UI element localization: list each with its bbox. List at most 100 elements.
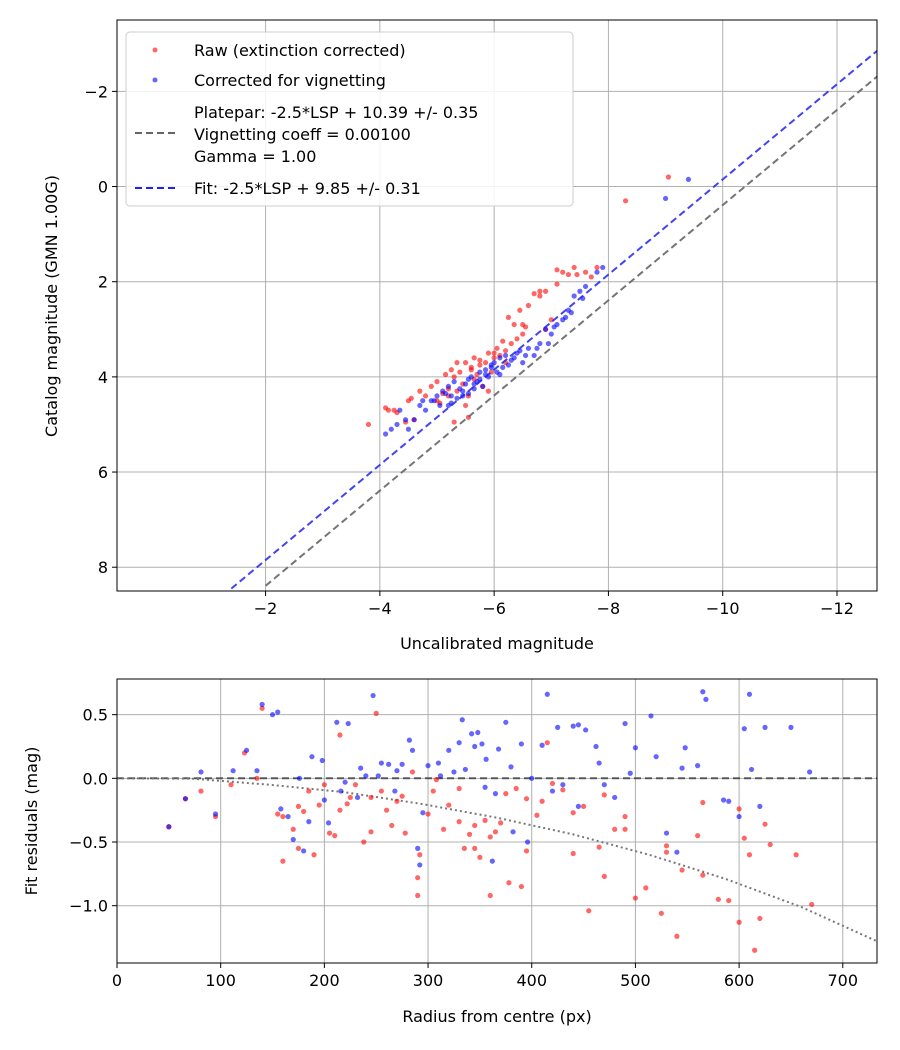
raw-point bbox=[485, 388, 492, 394]
raw-point bbox=[531, 291, 537, 297]
raw-point bbox=[485, 350, 492, 356]
raw-point bbox=[520, 331, 526, 337]
corrected-point bbox=[622, 720, 628, 727]
raw-point bbox=[417, 388, 423, 394]
corrected-point bbox=[648, 713, 654, 719]
raw-point bbox=[487, 892, 493, 899]
corrected-point bbox=[321, 797, 327, 803]
corrected-point bbox=[500, 364, 506, 370]
raw-point bbox=[402, 830, 408, 836]
corrected-point bbox=[446, 747, 452, 753]
corrected-point bbox=[483, 756, 489, 762]
raw-point bbox=[674, 933, 680, 939]
corrected-point bbox=[551, 324, 557, 330]
corrected-point bbox=[510, 829, 516, 835]
y-tick-label: 4 bbox=[98, 368, 108, 387]
y-tick-label: −0.5 bbox=[69, 833, 108, 852]
raw-point bbox=[542, 288, 549, 294]
corrected-point bbox=[518, 741, 524, 747]
raw-point bbox=[448, 367, 454, 373]
corrected-point bbox=[375, 773, 381, 779]
raw-point bbox=[462, 402, 469, 409]
corrected-point bbox=[492, 791, 499, 797]
raw-point bbox=[456, 819, 462, 825]
legend-label-corrected: Corrected for vignetting bbox=[194, 71, 386, 90]
raw-point bbox=[275, 811, 281, 817]
raw-point bbox=[385, 407, 392, 413]
corrected-point bbox=[700, 689, 706, 695]
legend-marker-corrected bbox=[152, 77, 158, 83]
corrected-point bbox=[674, 849, 680, 855]
corrected-point bbox=[244, 747, 250, 753]
corrected-point bbox=[437, 773, 444, 779]
corrected-point bbox=[392, 788, 398, 794]
raw-point bbox=[517, 307, 523, 313]
corrected-point bbox=[570, 723, 576, 729]
corrected-point bbox=[422, 407, 429, 413]
raw-point bbox=[472, 845, 478, 851]
corrected-point bbox=[562, 314, 569, 320]
corrected-point bbox=[275, 709, 281, 715]
raw-point bbox=[513, 785, 519, 792]
corrected-point bbox=[448, 393, 454, 399]
corrected-point bbox=[166, 824, 172, 830]
corrected-point bbox=[741, 726, 747, 732]
corrected-point bbox=[757, 803, 763, 809]
raw-point bbox=[695, 833, 701, 839]
raw-point bbox=[588, 274, 594, 280]
corrected-point bbox=[254, 768, 260, 774]
corrected-point bbox=[285, 813, 291, 820]
corrected-point bbox=[488, 364, 494, 370]
legend-label-gamma: Gamma = 1.00 bbox=[194, 147, 316, 166]
raw-point bbox=[565, 271, 572, 278]
raw-point bbox=[477, 854, 483, 860]
platepar-line bbox=[264, 75, 877, 587]
bottom-x-axis-label: Radius from centre (px) bbox=[402, 1007, 591, 1026]
raw-point bbox=[586, 908, 592, 914]
x-tick-label: −8 bbox=[597, 599, 621, 618]
corrected-point bbox=[632, 745, 639, 751]
top-x-axis-label: Uncalibrated magnitude bbox=[400, 634, 594, 653]
corrected-point bbox=[502, 352, 509, 359]
corrected-point bbox=[491, 360, 497, 366]
corrected-point bbox=[662, 195, 669, 202]
x-tick-label: −4 bbox=[368, 599, 392, 618]
corrected-point bbox=[409, 747, 416, 753]
raw-point bbox=[492, 829, 499, 835]
raw-point bbox=[383, 807, 390, 813]
top-fit-lines bbox=[230, 50, 877, 590]
corrected-point bbox=[451, 769, 457, 775]
bottom-scatter-points bbox=[166, 689, 815, 953]
raw-point bbox=[508, 340, 514, 347]
corrected-point bbox=[445, 402, 452, 409]
corrected-point bbox=[465, 376, 472, 382]
corrected-point bbox=[746, 691, 753, 697]
corrected-point bbox=[583, 727, 589, 733]
corrected-point bbox=[442, 390, 449, 397]
raw-point bbox=[389, 822, 395, 829]
corrected-point bbox=[627, 770, 633, 776]
corrected-point bbox=[539, 742, 545, 748]
raw-point bbox=[468, 367, 474, 373]
raw-point bbox=[549, 780, 556, 787]
raw-point bbox=[441, 826, 447, 832]
corrected-point bbox=[497, 355, 503, 361]
corrected-point bbox=[212, 811, 219, 817]
y-tick-label: 8 bbox=[98, 558, 108, 577]
raw-point bbox=[622, 826, 628, 832]
corrected-point bbox=[309, 754, 315, 760]
raw-point bbox=[663, 849, 670, 855]
raw-point bbox=[368, 794, 374, 801]
raw-point bbox=[482, 817, 488, 823]
x-tick-label: −2 bbox=[254, 599, 278, 618]
raw-point bbox=[337, 807, 343, 813]
bottom-chart-panel: 0 100 200 300 400 500 600 700 0.5 0.0 −0.5 −1.0 Rad… bbox=[22, 678, 878, 1026]
corrected-point bbox=[534, 345, 540, 351]
corrected-point bbox=[511, 355, 517, 361]
corrected-point bbox=[685, 176, 692, 183]
corrected-point bbox=[388, 426, 394, 432]
raw-point bbox=[451, 419, 457, 425]
raw-point bbox=[417, 852, 423, 858]
corrected-point bbox=[505, 362, 512, 368]
raw-point bbox=[612, 826, 618, 832]
